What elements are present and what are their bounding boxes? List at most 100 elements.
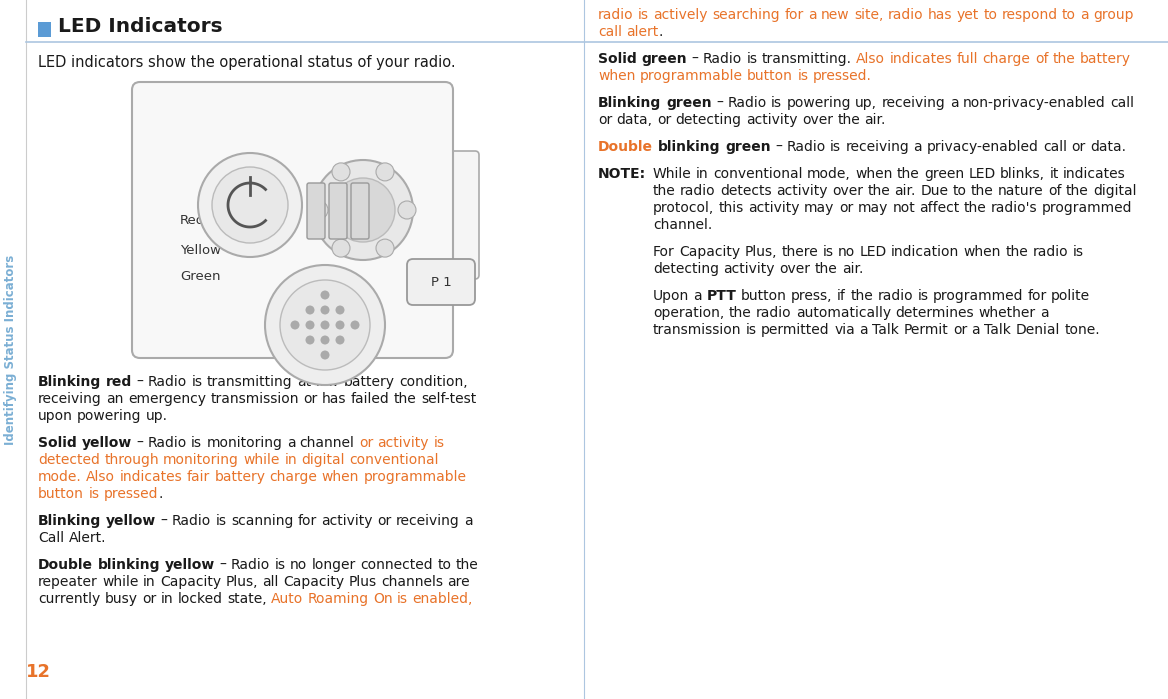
Text: conventional: conventional — [349, 453, 439, 467]
Text: activity: activity — [377, 436, 429, 450]
Text: call: call — [1110, 96, 1134, 110]
Text: Call: Call — [39, 531, 64, 545]
Text: it: it — [1050, 167, 1059, 181]
Text: Radio: Radio — [172, 514, 211, 528]
Text: the: the — [1006, 245, 1028, 259]
Text: all: all — [263, 575, 279, 589]
Text: Yellow: Yellow — [180, 243, 221, 257]
Text: no: no — [290, 558, 307, 572]
Text: press,: press, — [791, 289, 833, 303]
Text: or: or — [953, 323, 967, 337]
Text: over: over — [832, 184, 863, 198]
Text: a: a — [950, 96, 959, 110]
Text: –: – — [220, 558, 227, 572]
Text: of: of — [1048, 184, 1062, 198]
Text: Blinking: Blinking — [39, 514, 102, 528]
Text: when: when — [964, 245, 1001, 259]
Circle shape — [310, 201, 328, 219]
Text: button: button — [39, 487, 84, 501]
Text: Red: Red — [180, 213, 206, 226]
Text: While: While — [653, 167, 691, 181]
Text: Radio: Radio — [231, 558, 270, 572]
Text: Due: Due — [920, 184, 948, 198]
Text: –: – — [161, 514, 168, 528]
Text: is: is — [746, 52, 758, 66]
Text: scanning: scanning — [231, 514, 293, 528]
Text: is: is — [192, 436, 202, 450]
Text: green: green — [725, 140, 771, 154]
Text: has: has — [927, 8, 952, 22]
Text: blinking: blinking — [98, 558, 160, 572]
Text: programmable: programmable — [640, 69, 743, 83]
Text: Capacity: Capacity — [679, 245, 741, 259]
FancyBboxPatch shape — [406, 259, 475, 305]
FancyBboxPatch shape — [132, 82, 453, 358]
Text: air.: air. — [842, 262, 863, 276]
Text: –: – — [137, 436, 144, 450]
Text: repeater: repeater — [39, 575, 98, 589]
Text: locked: locked — [178, 592, 223, 606]
Text: has: has — [321, 392, 346, 406]
Text: Radio: Radio — [703, 52, 742, 66]
Text: is: is — [216, 514, 227, 528]
Circle shape — [320, 350, 329, 359]
Text: charge: charge — [270, 470, 318, 484]
Text: the: the — [653, 184, 676, 198]
Text: green: green — [924, 167, 964, 181]
Text: air.: air. — [895, 184, 916, 198]
Text: the: the — [1052, 52, 1076, 66]
Text: site,: site, — [854, 8, 883, 22]
Circle shape — [199, 153, 303, 257]
Text: a: a — [808, 8, 816, 22]
Text: P 1: P 1 — [431, 275, 451, 289]
Text: determines: determines — [895, 306, 974, 320]
Text: PTT: PTT — [707, 289, 737, 303]
Text: to: to — [437, 558, 451, 572]
Text: LED: LED — [860, 245, 887, 259]
Text: detects: detects — [721, 184, 772, 198]
Circle shape — [320, 321, 329, 329]
Text: is: is — [822, 245, 834, 259]
Text: Plus: Plus — [348, 575, 376, 589]
Text: nature: nature — [999, 184, 1044, 198]
Text: receiving: receiving — [396, 514, 460, 528]
Text: condition,: condition, — [399, 375, 467, 389]
Text: mode.: mode. — [39, 470, 82, 484]
Text: call: call — [1043, 140, 1066, 154]
Text: the: the — [897, 167, 919, 181]
Text: to: to — [1062, 8, 1076, 22]
Text: transmission: transmission — [653, 323, 742, 337]
Text: via: via — [834, 323, 855, 337]
Text: is: is — [433, 436, 445, 450]
Text: fair: fair — [187, 470, 210, 484]
Text: or: or — [359, 436, 374, 450]
Circle shape — [213, 167, 288, 243]
Text: yellow: yellow — [82, 436, 132, 450]
Text: Denial: Denial — [1016, 323, 1061, 337]
Text: monitoring: monitoring — [164, 453, 239, 467]
Text: operation,: operation, — [653, 306, 724, 320]
Text: for: for — [784, 8, 804, 22]
Text: a: a — [464, 514, 473, 528]
Text: conventional: conventional — [714, 167, 802, 181]
FancyBboxPatch shape — [352, 183, 369, 239]
Text: Talk: Talk — [872, 323, 899, 337]
Text: pressed: pressed — [104, 487, 158, 501]
Text: or: or — [839, 201, 853, 215]
Text: battery: battery — [1080, 52, 1131, 66]
Text: new: new — [821, 8, 849, 22]
FancyBboxPatch shape — [39, 22, 51, 37]
Text: is: is — [1072, 245, 1084, 259]
Text: the: the — [394, 392, 417, 406]
Text: there: there — [781, 245, 819, 259]
Text: programmed: programmed — [1042, 201, 1133, 215]
Circle shape — [320, 336, 329, 345]
Text: is: is — [830, 140, 841, 154]
Text: transmitting.: transmitting. — [762, 52, 851, 66]
Text: an: an — [106, 392, 124, 406]
Text: programmable: programmable — [363, 470, 467, 484]
Text: radio: radio — [598, 8, 633, 22]
Text: radio: radio — [888, 8, 923, 22]
Text: the: the — [729, 306, 751, 320]
Text: Double: Double — [39, 558, 93, 572]
